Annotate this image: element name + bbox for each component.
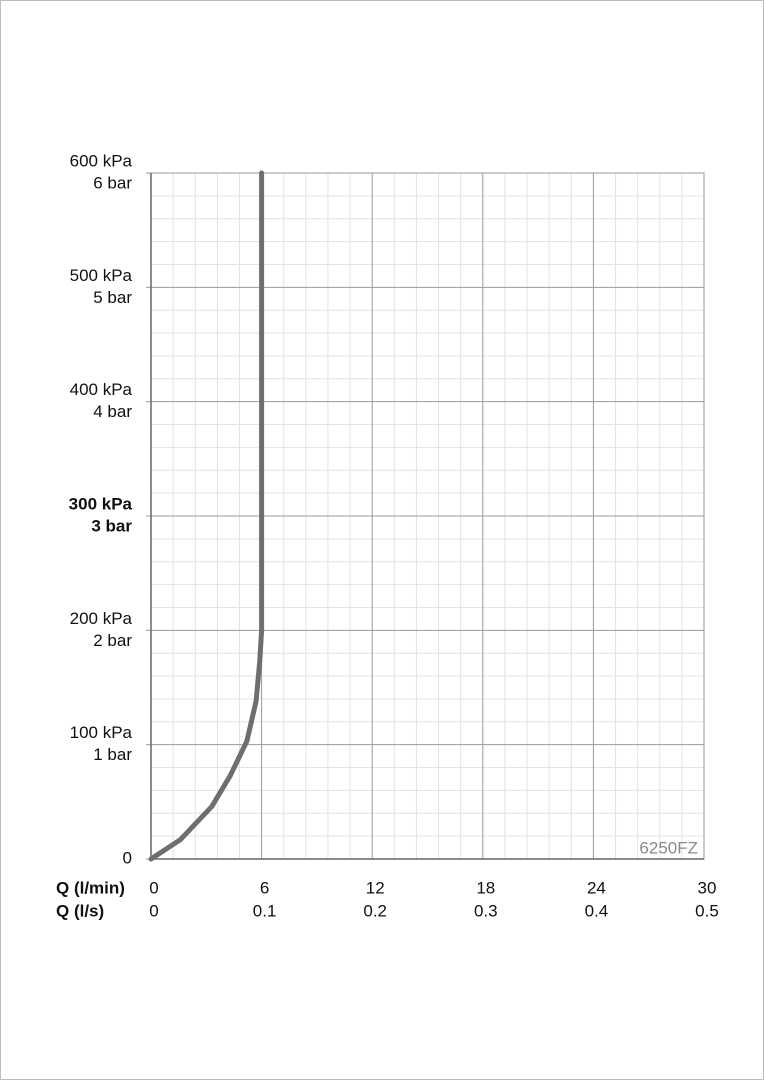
x2-tick-label: 0 bbox=[149, 901, 158, 920]
x-tick-label: 12 bbox=[366, 878, 385, 897]
x2-axis-label: Q (l/s) bbox=[56, 901, 104, 920]
y-tick-label: 400 kPa bbox=[70, 380, 133, 399]
x2-tick-label: 0.5 bbox=[695, 901, 719, 920]
y2-tick-label: 2 bar bbox=[93, 631, 132, 650]
annotation: 6250FZ bbox=[639, 838, 698, 857]
y-tick-label: 300 kPa bbox=[69, 494, 133, 513]
x2-tick-label: 0.4 bbox=[585, 901, 609, 920]
y-tick-label: 0 bbox=[123, 848, 132, 867]
y-tick-label: 600 kPa bbox=[70, 151, 133, 170]
y2-tick-label: 6 bar bbox=[93, 173, 132, 192]
y-tick-label: 200 kPa bbox=[70, 609, 133, 628]
y2-tick-label: 1 bar bbox=[93, 745, 132, 764]
x-tick-label: 24 bbox=[587, 878, 606, 897]
curve bbox=[148, 170, 265, 862]
x-tick-label: 6 bbox=[260, 878, 269, 897]
x2-tick-label: 0.1 bbox=[253, 901, 277, 920]
x2-tick-label: 0.2 bbox=[363, 901, 387, 920]
y-tick-label: 100 kPa bbox=[70, 723, 133, 742]
x2-tick-label: 0.3 bbox=[474, 901, 498, 920]
x-axis-label: Q (l/min) bbox=[56, 878, 125, 897]
x-tick-label: 30 bbox=[698, 878, 717, 897]
y2-tick-label: 5 bar bbox=[93, 288, 132, 307]
x-tick-label: 0 bbox=[149, 878, 158, 897]
x-tick-label: 18 bbox=[476, 878, 495, 897]
y2-tick-label: 4 bar bbox=[93, 402, 132, 421]
y-tick-label: 500 kPa bbox=[70, 266, 133, 285]
y2-tick-label: 3 bar bbox=[91, 516, 132, 535]
